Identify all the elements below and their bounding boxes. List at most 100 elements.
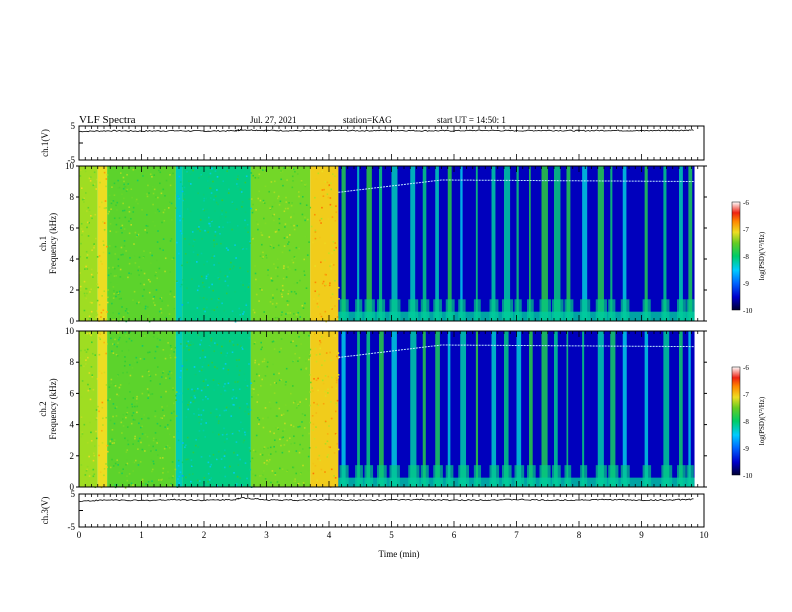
spectrogram-pixel (180, 370, 182, 372)
spectrogram-pixel (232, 267, 234, 270)
spectrogram-streak (597, 331, 604, 487)
spectrogram-pixel (216, 189, 218, 191)
spectrogram-pixel (117, 179, 119, 182)
spectrogram-pixel (237, 450, 240, 453)
spectrogram-pixel (244, 410, 246, 413)
spectrogram-pixel (237, 380, 240, 383)
spectrogram-pixel (105, 463, 107, 465)
spectrogram-pixel (94, 354, 97, 356)
spectrogram-pixel (180, 392, 183, 395)
spectrogram-pixel (244, 219, 246, 222)
spectrogram-pixel (226, 352, 229, 354)
spectrogram-pixel (298, 451, 301, 454)
spectrogram-pixel (250, 207, 253, 210)
spectrogram-pixel (272, 294, 274, 296)
spectrogram-pixel (109, 466, 112, 469)
spectrogram-pixel (201, 237, 203, 240)
spectrogram-pixel (83, 292, 86, 295)
spectrogram-pixel (278, 351, 281, 353)
spectrogram-pixel (262, 251, 264, 254)
spectrogram-pixel (120, 318, 122, 321)
spectrogram-pixel (193, 413, 195, 415)
ch1-voltage-y-axis-label: ch.1(V) (40, 129, 50, 157)
spectrogram-pixel (254, 272, 257, 275)
spectrogram-pixel (208, 346, 211, 348)
spectrogram-pixel (106, 444, 109, 447)
spectrogram-streak-base (433, 465, 443, 487)
spectrogram-pixel (125, 250, 127, 252)
spectrogram-pixel (224, 475, 227, 478)
spectrogram-pixel (293, 435, 295, 438)
spectrogram-pixel (301, 304, 304, 307)
spectrogram-pixel (123, 209, 126, 212)
spectrogram-pixel (124, 331, 127, 334)
spectrogram-pixel (249, 460, 252, 463)
spectrogram-pixel (96, 310, 99, 312)
spectrogram-streak (391, 331, 397, 487)
spectrogram-pixel (118, 338, 120, 341)
spectrogram-pixel (126, 479, 129, 482)
spectrogram-pixel (133, 255, 136, 257)
spectrogram-pixel (284, 404, 287, 406)
spectrogram-pixel (318, 343, 321, 346)
spectrogram-pixel (301, 448, 304, 450)
spectrogram-pixel (295, 345, 298, 347)
spectrogram-pixel (116, 375, 119, 377)
spectrogram-pixel (259, 199, 262, 202)
spectrogram-pixel (86, 221, 89, 224)
spectrogram-pixel (306, 254, 309, 256)
spectrogram-pixel (229, 268, 231, 270)
spectrogram-pixel (203, 199, 205, 202)
spectrogram-pixel (287, 300, 290, 303)
spectrogram-pixel (264, 185, 267, 188)
spectrogram-pixel (293, 291, 296, 293)
spectrogram-pixel (111, 350, 113, 353)
spectrogram-pixel (296, 369, 299, 372)
spectrogram-pixel (221, 199, 224, 202)
spectrogram-pixel (231, 202, 234, 204)
spectrogram-pixel (118, 290, 121, 293)
spectrogram-pixel (225, 355, 227, 357)
spectrogram-pixel (335, 377, 338, 379)
spectrogram-pixel (238, 359, 240, 361)
spectrogram-pixel (98, 444, 100, 447)
spectrogram-pixel (319, 341, 322, 344)
spectrogram-pixel (260, 290, 263, 293)
spectrogram-pixel (246, 477, 248, 480)
spectrogram-pixel (217, 483, 220, 486)
colorbar-tick-label: -7 (743, 226, 749, 234)
spectrogram-pixel (205, 378, 207, 381)
spectrogram-pixel (245, 175, 248, 178)
spectrogram-pixel (110, 382, 113, 385)
spectrogram-pixel (203, 209, 206, 212)
spectrogram-pixel (240, 281, 243, 284)
spectrogram-pixel (110, 201, 113, 203)
spectrogram-pixel (189, 183, 192, 185)
spectrogram-pixel (235, 483, 238, 485)
spectrogram-pixel (334, 335, 337, 337)
spectrogram-pixel (326, 456, 329, 458)
spectrogram-pixel (190, 396, 193, 399)
spectrogram-pixel (267, 269, 269, 271)
spectrogram-pixel (129, 374, 132, 377)
spectrogram-pixel (258, 423, 260, 425)
spectrogram-streak (566, 166, 571, 321)
spectrogram-pixel (130, 339, 133, 342)
spectrogram-pixel (113, 343, 116, 346)
colorbar-tick-label: -6 (743, 364, 749, 372)
spectrogram-streak-base (527, 299, 534, 321)
spectrogram-pixel (219, 414, 221, 417)
spectrogram-pixel (286, 179, 288, 181)
spectrogram-pixel (202, 409, 205, 412)
spectrogram-pixel (305, 398, 308, 400)
spectrogram-pixel (204, 310, 206, 313)
spectrogram-pixel (99, 332, 101, 335)
spectrogram-pixel (301, 421, 303, 423)
spectrogram-pixel (172, 367, 174, 369)
spectrogram-pixel (155, 415, 158, 417)
spectrogram-pixel (124, 310, 127, 312)
spectrogram-streak-base (620, 465, 630, 487)
spectrogram-pixel (127, 310, 130, 313)
spectrogram-pixel (93, 473, 96, 476)
spectrogram-pixel (298, 247, 300, 250)
